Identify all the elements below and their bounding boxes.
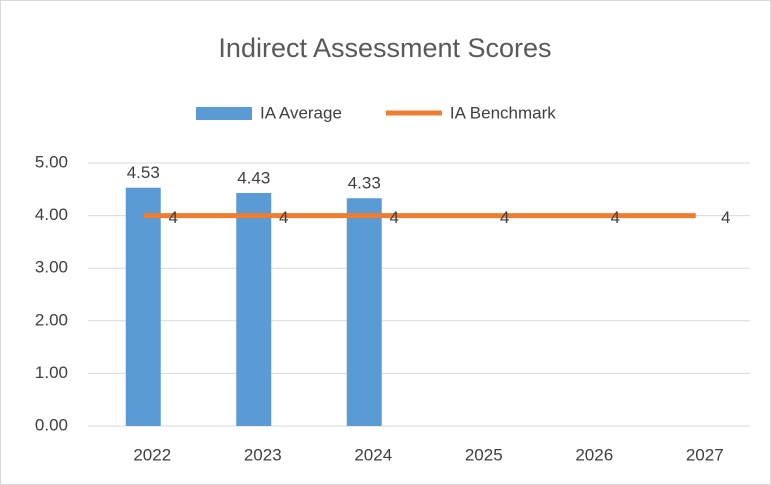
y-tick-label: 3.00 xyxy=(35,258,68,277)
y-tick-label: 2.00 xyxy=(35,310,68,329)
x-tick-label: 2022 xyxy=(133,445,171,464)
x-tick-label: 2026 xyxy=(575,445,613,464)
x-tick-label: 2023 xyxy=(244,445,282,464)
legend-label: IA Benchmark xyxy=(450,103,556,122)
data-label: 4 xyxy=(721,208,730,227)
y-tick-label: 4.00 xyxy=(35,205,68,224)
data-label: 4.53 xyxy=(127,163,160,182)
legend-label: IA Average xyxy=(260,103,342,122)
data-label: 4 xyxy=(390,208,399,227)
chart-title: Indirect Assessment Scores xyxy=(218,33,551,63)
y-tick-label: 5.00 xyxy=(35,152,68,171)
data-label: 4.43 xyxy=(237,168,270,187)
data-label: 4 xyxy=(611,208,620,227)
bar xyxy=(346,198,382,426)
bar xyxy=(125,187,161,426)
bar xyxy=(236,192,272,426)
legend-swatch xyxy=(196,107,252,120)
y-tick-label: 1.00 xyxy=(35,363,68,382)
x-tick-label: 2025 xyxy=(465,445,503,464)
y-tick-label: 0.00 xyxy=(35,415,68,434)
x-tick-label: 2024 xyxy=(354,445,392,464)
data-label: 4 xyxy=(169,208,178,227)
x-tick-label: 2027 xyxy=(686,445,724,464)
data-label: 4 xyxy=(500,208,509,227)
data-label: 4 xyxy=(279,208,288,227)
data-label: 4.33 xyxy=(348,174,381,193)
